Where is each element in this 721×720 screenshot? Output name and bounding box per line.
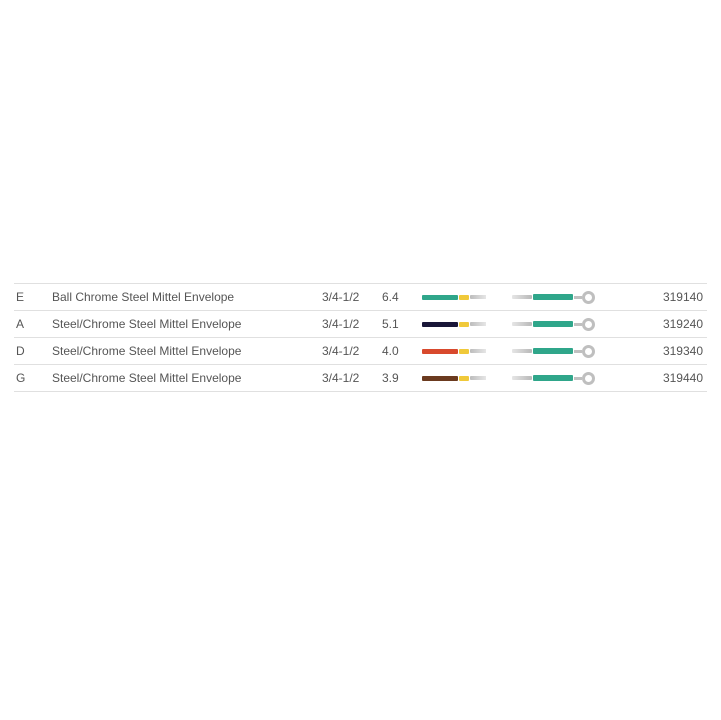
loop-stem: [574, 377, 582, 380]
loop-gray-segment: [512, 349, 532, 353]
string-gray-tip: [470, 349, 486, 353]
string-bar-icon: [422, 375, 486, 381]
loop-green-segment: [533, 375, 573, 381]
loop-stem: [574, 323, 582, 326]
string-main-segment: [422, 349, 458, 354]
cell-string-graphic: [422, 321, 512, 327]
cell-value: 6.4: [382, 290, 422, 304]
loop-green-segment: [533, 348, 573, 354]
cell-description: Steel/Chrome Steel Mittel Envelope: [52, 344, 322, 358]
cell-description: Ball Chrome Steel Mittel Envelope: [52, 290, 322, 304]
loop-green-segment: [533, 321, 573, 327]
cell-string-graphic: [422, 375, 512, 381]
cell-loop-graphic: [512, 372, 622, 385]
cell-loop-graphic: [512, 291, 622, 304]
loop-bar-icon: [512, 291, 595, 304]
string-main-segment: [422, 295, 458, 300]
product-table: E Ball Chrome Steel Mittel Envelope 3/4-…: [14, 283, 707, 392]
cell-description: Steel/Chrome Steel Mittel Envelope: [52, 317, 322, 331]
table-row: D Steel/Chrome Steel Mittel Envelope 3/4…: [14, 338, 707, 365]
cell-part-number: 319440: [622, 371, 707, 385]
string-main-segment: [422, 322, 458, 327]
cell-loop-graphic: [512, 345, 622, 358]
cell-description: Steel/Chrome Steel Mittel Envelope: [52, 371, 322, 385]
cell-part-number: 319340: [622, 344, 707, 358]
cell-loop-graphic: [512, 318, 622, 331]
loop-ring-icon: [582, 318, 595, 331]
string-bar-icon: [422, 321, 486, 327]
cell-size: 3/4-1/2: [322, 290, 382, 304]
cell-string-graphic: [422, 348, 512, 354]
table-row: E Ball Chrome Steel Mittel Envelope 3/4-…: [14, 284, 707, 311]
table-row: G Steel/Chrome Steel Mittel Envelope 3/4…: [14, 365, 707, 392]
cell-size: 3/4-1/2: [322, 317, 382, 331]
string-yellow-wrap: [459, 376, 469, 381]
loop-ring-icon: [582, 372, 595, 385]
cell-string-graphic: [422, 294, 512, 300]
string-gray-tip: [470, 295, 486, 299]
string-main-segment: [422, 376, 458, 381]
table-row: A Steel/Chrome Steel Mittel Envelope 3/4…: [14, 311, 707, 338]
loop-gray-segment: [512, 322, 532, 326]
string-gray-tip: [470, 322, 486, 326]
cell-size: 3/4-1/2: [322, 344, 382, 358]
string-yellow-wrap: [459, 295, 469, 300]
cell-value: 4.0: [382, 344, 422, 358]
loop-gray-segment: [512, 295, 532, 299]
cell-code: E: [14, 290, 52, 304]
loop-bar-icon: [512, 318, 595, 331]
string-gray-tip: [470, 376, 486, 380]
loop-green-segment: [533, 294, 573, 300]
string-bar-icon: [422, 294, 486, 300]
loop-stem: [574, 350, 582, 353]
cell-code: D: [14, 344, 52, 358]
loop-ring-icon: [582, 291, 595, 304]
string-yellow-wrap: [459, 322, 469, 327]
cell-value: 3.9: [382, 371, 422, 385]
cell-value: 5.1: [382, 317, 422, 331]
loop-ring-icon: [582, 345, 595, 358]
loop-gray-segment: [512, 376, 532, 380]
string-yellow-wrap: [459, 349, 469, 354]
cell-part-number: 319140: [622, 290, 707, 304]
cell-code: A: [14, 317, 52, 331]
cell-size: 3/4-1/2: [322, 371, 382, 385]
loop-bar-icon: [512, 345, 595, 358]
string-bar-icon: [422, 348, 486, 354]
cell-part-number: 319240: [622, 317, 707, 331]
loop-stem: [574, 296, 582, 299]
cell-code: G: [14, 371, 52, 385]
loop-bar-icon: [512, 372, 595, 385]
